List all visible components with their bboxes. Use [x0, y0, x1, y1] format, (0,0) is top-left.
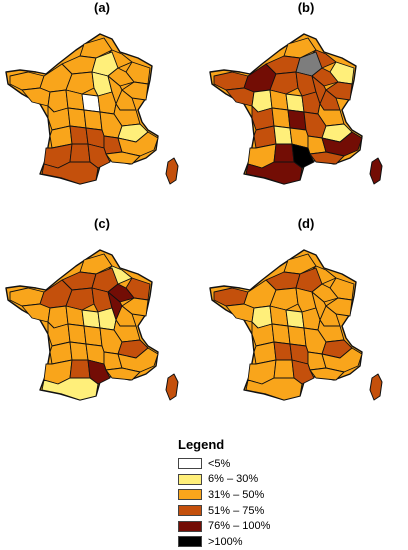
department-region — [283, 253, 317, 275]
map-d — [209, 249, 383, 401]
department-region — [245, 161, 303, 185]
department-region — [69, 143, 91, 163]
department-region — [69, 341, 89, 361]
panel-label-b: (b) — [297, 0, 315, 15]
legend-label: 76% – 100% — [208, 520, 271, 533]
department-region — [81, 309, 101, 329]
legend-item: 76% – 100% — [178, 518, 318, 534]
department-region — [107, 283, 135, 303]
legend-label: 51% – 75% — [208, 504, 265, 517]
corsica-region — [369, 157, 383, 185]
department-region — [273, 143, 295, 163]
department-region — [121, 297, 149, 317]
department-region — [83, 325, 103, 347]
legend-swatch — [178, 458, 202, 470]
department-region — [245, 377, 303, 401]
department-region — [269, 71, 299, 95]
department-region — [121, 81, 149, 101]
legend-item: 31% – 50% — [178, 487, 318, 503]
department-region — [107, 67, 135, 87]
panel-a: (a) — [0, 0, 204, 200]
panel-label-c: (c) — [94, 216, 110, 231]
department-region — [65, 287, 95, 311]
corsica-region — [165, 373, 179, 401]
department-region — [69, 125, 89, 145]
panel-label-d: (d) — [297, 216, 315, 231]
department-region — [269, 287, 299, 311]
department-region — [311, 283, 339, 303]
corsica-region — [165, 157, 179, 185]
panel-c: (c) — [0, 216, 204, 416]
legend-label: 6% – 30% — [208, 473, 259, 486]
department-region — [79, 37, 113, 59]
department-region — [285, 309, 305, 329]
legend-label: 31% – 50% — [208, 488, 265, 501]
legend-swatch — [178, 520, 202, 532]
legend-swatch — [178, 489, 202, 501]
department-region — [105, 151, 141, 165]
legend-swatch — [178, 473, 202, 485]
department-region — [325, 297, 353, 317]
panel-d: (d) — [204, 216, 408, 416]
map-a — [5, 33, 179, 185]
legend-item: <5% — [178, 456, 318, 472]
department-region — [283, 37, 317, 59]
department-region — [271, 107, 291, 129]
department-region — [67, 323, 87, 345]
corsica-region — [369, 373, 383, 401]
department-region — [287, 325, 307, 347]
department-region — [301, 307, 321, 331]
department-region — [41, 161, 99, 185]
department-region — [105, 367, 141, 381]
department-region — [69, 359, 91, 379]
panel-label-a: (a) — [94, 0, 110, 15]
map-c — [5, 249, 179, 401]
legend-swatch — [178, 536, 202, 548]
legend-title: Legend — [178, 437, 225, 452]
department-region — [285, 93, 305, 113]
department-region — [301, 91, 321, 115]
legend-label: <5% — [208, 457, 231, 470]
department-region — [83, 109, 103, 131]
department-region — [309, 151, 345, 165]
legend-swatch — [178, 505, 202, 517]
legend-item: 51% – 75% — [178, 503, 318, 519]
department-region — [97, 91, 117, 115]
department-region — [67, 107, 87, 129]
department-region — [287, 109, 307, 131]
department-region — [65, 71, 95, 95]
map-b — [209, 33, 383, 185]
department-region — [81, 93, 101, 113]
panel-b: (b) — [204, 0, 408, 200]
department-region — [97, 307, 117, 331]
department-region — [309, 367, 345, 381]
department-region — [271, 323, 291, 345]
legend: Legend <5% 6% – 30% 31% – 50% 51% – 75% … — [178, 437, 318, 550]
legend-label: >100% — [208, 535, 243, 548]
legend-item: >100% — [178, 534, 318, 550]
department-region — [325, 81, 353, 101]
department-region — [273, 341, 293, 361]
legend-item: 6% – 30% — [178, 472, 318, 488]
department-region — [273, 359, 295, 379]
department-region — [311, 67, 339, 87]
department-region — [41, 377, 99, 401]
department-region — [79, 253, 113, 275]
department-region — [273, 125, 293, 145]
